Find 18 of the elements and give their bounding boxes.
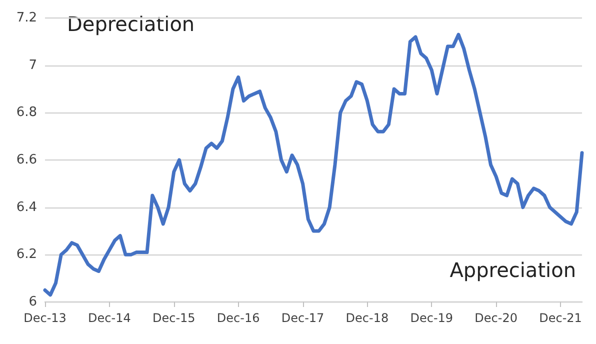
y-tick-label: 6.2 [16, 247, 37, 262]
x-tick-label: Dec-20 [474, 311, 518, 325]
x-tick-label: Dec-13 [24, 311, 66, 325]
y-tick-label: 6.8 [16, 105, 37, 120]
annotation: Appreciation [450, 258, 576, 282]
x-tick-label: Dec-15 [152, 311, 196, 325]
y-tick-label: 6 [28, 294, 37, 310]
y-tick-label: 6.6 [16, 152, 37, 168]
y-tick-label: 7.2 [16, 10, 37, 26]
x-tick-label: Dec-19 [410, 311, 454, 325]
x-tick-label: Dec-17 [281, 311, 324, 325]
x-tick-label: Dec-16 [216, 311, 260, 325]
x-tick-label: Dec-21 [539, 311, 582, 325]
x-tick-label: Dec-14 [88, 311, 131, 325]
y-tick-label: 7 [28, 58, 37, 73]
x-tick-label: Dec-18 [346, 311, 389, 325]
annotation: Depreciation [67, 12, 195, 36]
y-tick-label: 6.4 [16, 200, 37, 215]
